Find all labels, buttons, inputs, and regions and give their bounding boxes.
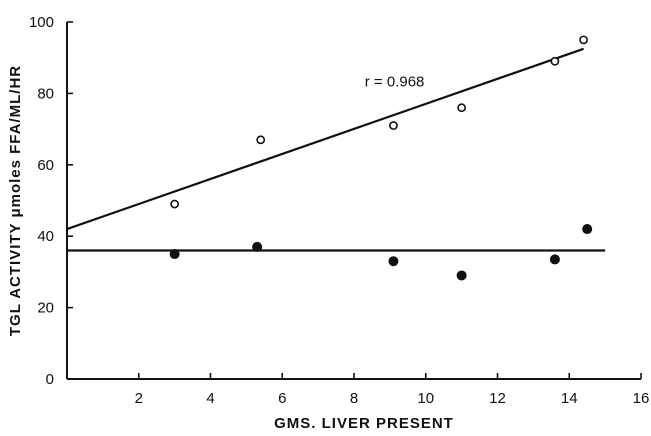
filled-data-point (456, 270, 467, 281)
x-tick-label: 8 (350, 390, 358, 407)
annotations: r = 0.968 (365, 73, 425, 90)
fit-lines (66, 47, 606, 252)
filled-data-point (169, 249, 180, 260)
open-data-point (457, 103, 467, 113)
y-ticks: 0 20 40 60 80 100 (29, 14, 73, 388)
x-tick-label: 4 (206, 390, 214, 407)
x-tick-label: 12 (489, 390, 506, 407)
open-data-point (550, 56, 560, 66)
open-data-point (256, 135, 266, 145)
y-tick-label: 20 (37, 300, 54, 317)
fit-line (66, 47, 584, 231)
x-tick-label: 14 (561, 390, 578, 407)
filled-data-point (388, 256, 399, 267)
y-axis-title: TGL ACTIVITY μmoles FFA/ML/HR (7, 65, 24, 336)
y-tick-label: 0 (46, 371, 54, 388)
y-tick-label: 40 (37, 228, 54, 245)
y-tick-label: 100 (29, 14, 54, 31)
x-tick-label: 10 (417, 390, 434, 407)
filled-data-point (252, 241, 263, 252)
x-tick-label: 6 (278, 390, 286, 407)
open-data-point (579, 35, 588, 45)
x-ticks: 2 4 6 8 10 12 14 16 (135, 373, 650, 407)
y-tick-label: 80 (37, 85, 54, 102)
correlation-annotation: r = 0.968 (365, 73, 425, 90)
axes (66, 22, 641, 380)
x-axis-title: GMS. LIVER PRESENT (274, 415, 454, 432)
filled-data-point (549, 254, 560, 265)
filled-data-point (582, 224, 593, 235)
open-data-point (389, 121, 398, 130)
x-tick-label: 2 (135, 390, 143, 407)
data-points (169, 35, 593, 281)
y-tick-label: 60 (37, 157, 54, 174)
open-data-point (170, 199, 180, 209)
x-tick-label: 16 (633, 390, 650, 407)
